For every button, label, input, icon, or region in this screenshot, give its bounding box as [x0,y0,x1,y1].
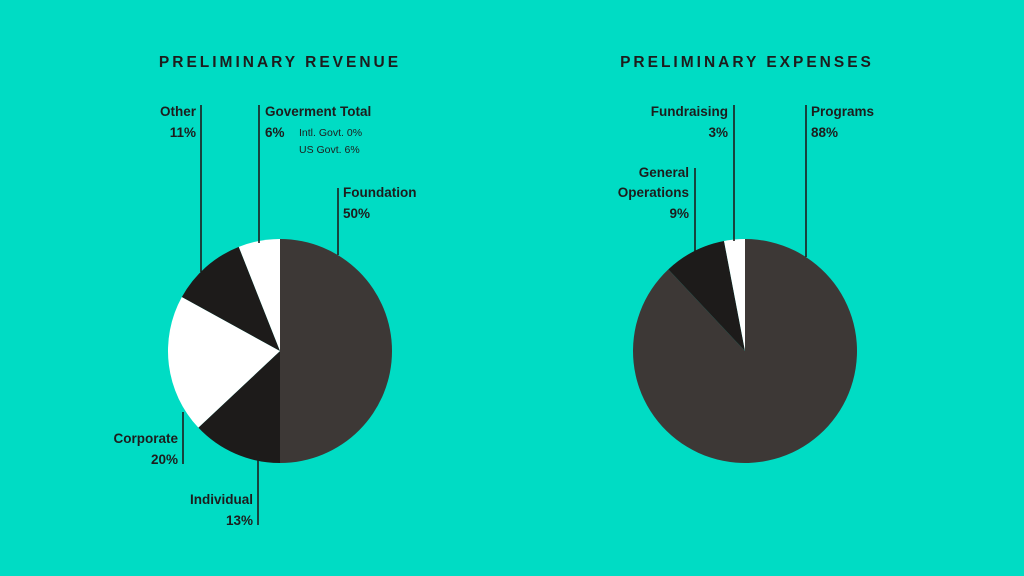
pie-slice-individual [198,351,280,463]
gov-breakdown-us: US Govt. 6% [299,144,360,156]
value-fundraising: 3% [708,125,728,140]
revenue-pie [167,239,392,463]
value-foundation: 50% [343,206,370,221]
value-government: 6% [265,125,285,140]
label-individual: Individual [190,492,253,507]
label-other: Other [160,104,197,119]
pie-slice-general-operations [668,240,745,351]
expenses-chart: PRELIMINARY EXPENSES Programs 88% Genera… [618,54,874,464]
label-foundation: Foundation [343,185,416,200]
revenue-chart: PRELIMINARY REVENUE Foundation 50% Indiv… [113,54,416,528]
expenses-pie [633,239,858,464]
value-individual: 13% [226,513,253,528]
pie-slice-programs [633,239,858,464]
label-fundraising: Fundraising [651,104,728,119]
pie-slice-goverment-total [238,239,280,351]
value-other: 11% [170,125,196,140]
pie-slice-fundraising [724,239,745,351]
value-corporate: 20% [151,452,178,467]
value-general-operations: 9% [669,206,689,221]
value-programs: 88% [811,125,838,140]
pie-slice-other [181,246,280,351]
gov-breakdown-intl: Intl. Govt. 0% [299,127,362,139]
revenue-title: PRELIMINARY REVENUE [159,54,401,71]
expenses-title: PRELIMINARY EXPENSES [620,54,874,71]
label-government: Goverment Total [265,104,371,119]
label-corporate: Corporate [113,431,178,446]
label-general-operations-line1: General [639,165,689,180]
label-general-operations-line2: Operations [618,185,689,200]
label-programs: Programs [811,104,874,119]
pie-slice-foundation [280,239,392,463]
pie-slice-corporate [167,297,280,428]
